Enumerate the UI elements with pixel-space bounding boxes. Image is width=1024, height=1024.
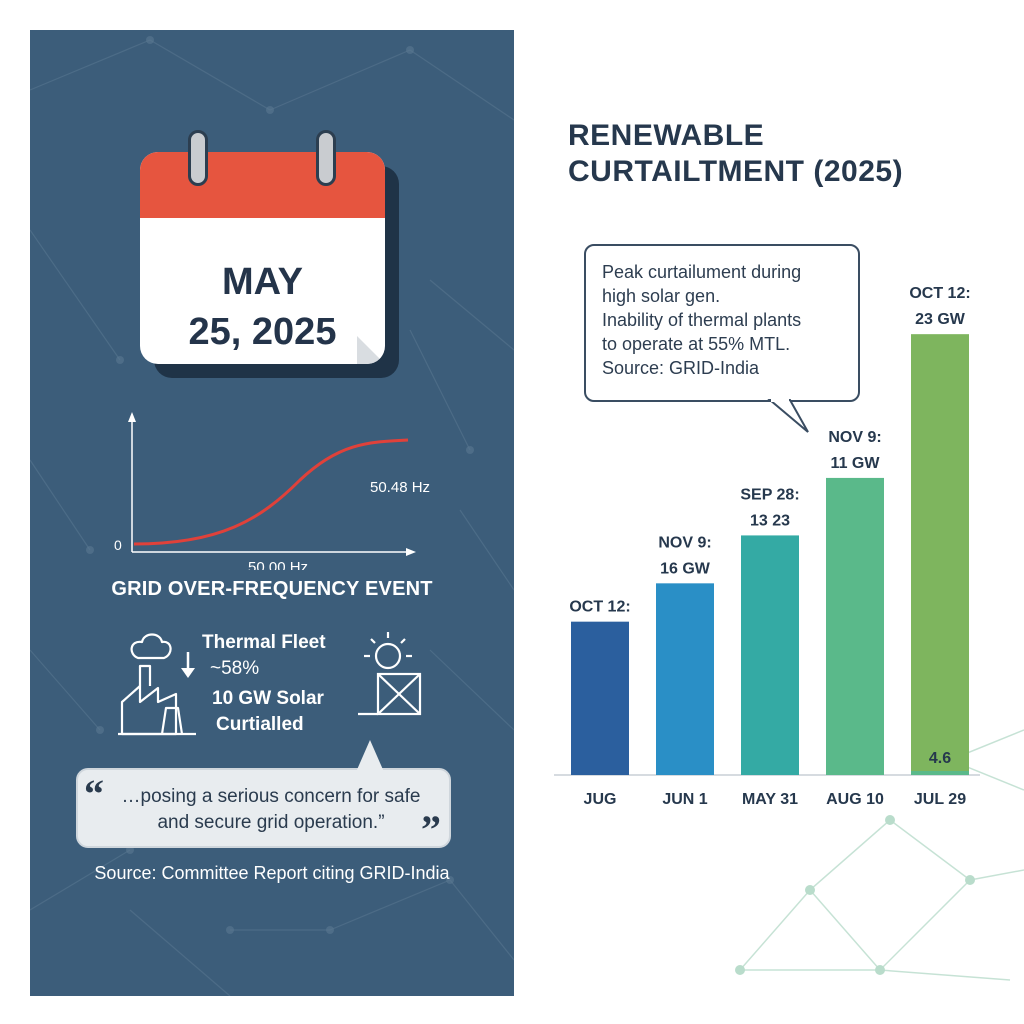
calendar-month: MAY xyxy=(222,261,303,303)
bar-chart: OCT 12: JUG NOV 9: 16 GW JUN 1 SEP 28: 13 23 MA… xyxy=(554,285,980,808)
bar-data-label: OCT 12: xyxy=(569,599,630,616)
callout-pointer xyxy=(767,398,809,433)
bar-base-segment xyxy=(911,771,969,775)
quote-open-mark: “ xyxy=(84,771,104,816)
factory-smoke-icon xyxy=(118,633,196,736)
network-background xyxy=(30,36,514,996)
bar-data-label: 16 GW xyxy=(660,560,711,577)
event-title: GRID OVER-FREQUENCY EVENT xyxy=(111,578,433,600)
bar-data-label: NOV 9: xyxy=(658,534,711,551)
bar-data-label: SEP 28: xyxy=(740,486,799,503)
solar-curtailed-label: 10 GW Solar xyxy=(212,688,324,709)
callout-line: Inability of thermal plants xyxy=(602,310,802,330)
callout-line: high solar gen. xyxy=(602,286,721,306)
freq-end-label: 50.48 Hz xyxy=(370,479,430,496)
bar xyxy=(741,535,799,775)
solar-curtailed-label-2: Curtialled xyxy=(216,714,304,735)
network-decoration xyxy=(735,729,1024,981)
quote-box: “ …posing a serious concern for safe and… xyxy=(76,768,451,852)
x-tick-label: JUN 1 xyxy=(662,791,707,808)
x-tick-label: MAY 31 xyxy=(742,791,798,808)
bar-data-label: 13 23 xyxy=(750,512,790,529)
source-text: Source: Committee Report citing GRID-Ind… xyxy=(94,863,450,883)
calendar-icon: MAY 25, 2025 xyxy=(140,130,399,378)
bar-data-label: OCT 12: xyxy=(909,285,970,302)
down-arrow-icon xyxy=(181,652,195,678)
bar xyxy=(911,334,969,775)
calendar-ring-right xyxy=(316,130,336,186)
calendar-ring-left xyxy=(188,130,208,186)
callout-text: Peak curtailument during high solar gen.… xyxy=(602,260,852,380)
frequency-curve xyxy=(133,438,409,546)
bar-data-label: 23 GW xyxy=(915,311,966,328)
callout-line: Peak curtailument during xyxy=(602,262,802,282)
bar xyxy=(826,477,884,775)
quote-close-mark: ” xyxy=(421,807,441,852)
x-tick-label: JUL 29 xyxy=(914,791,966,808)
frequency-chart: 0 50.48 Hz 50.00 Hz xyxy=(114,412,430,570)
callout-line: Source: GRID-India xyxy=(602,358,760,378)
quote-text: …posing a serious concern for safe and s… xyxy=(121,786,421,833)
bar-data-label: 11 GW xyxy=(831,455,881,472)
solar-curtailment-icon xyxy=(358,632,422,716)
freq-zero-label: 0 xyxy=(114,537,122,553)
callout-line: to operate at 55% MTL. xyxy=(602,334,791,354)
bar-data-label: NOV 9: xyxy=(828,429,881,446)
quote-pointer xyxy=(356,740,384,772)
bar-extra-label: 4.6 xyxy=(929,750,951,767)
bar xyxy=(571,621,629,775)
chart-title: RENEWABLE CURTAILTMENT (2025) xyxy=(568,119,904,188)
left-panel: MAY 25, 2025 0 50.48 Hz 50.00 Hz GRID OV… xyxy=(30,30,514,996)
freq-start-label: 50.00 Hz xyxy=(248,559,308,570)
x-tick-label: JUG xyxy=(584,791,617,808)
thermal-fleet-value: ~58% xyxy=(210,658,260,679)
calendar-date: 25, 2025 xyxy=(188,311,337,353)
x-tick-label: AUG 10 xyxy=(826,791,884,808)
bar xyxy=(656,583,714,775)
callout-box: Peak curtailument during high solar gen.… xyxy=(584,244,860,402)
thermal-fleet-label: Thermal Fleet xyxy=(202,632,326,653)
